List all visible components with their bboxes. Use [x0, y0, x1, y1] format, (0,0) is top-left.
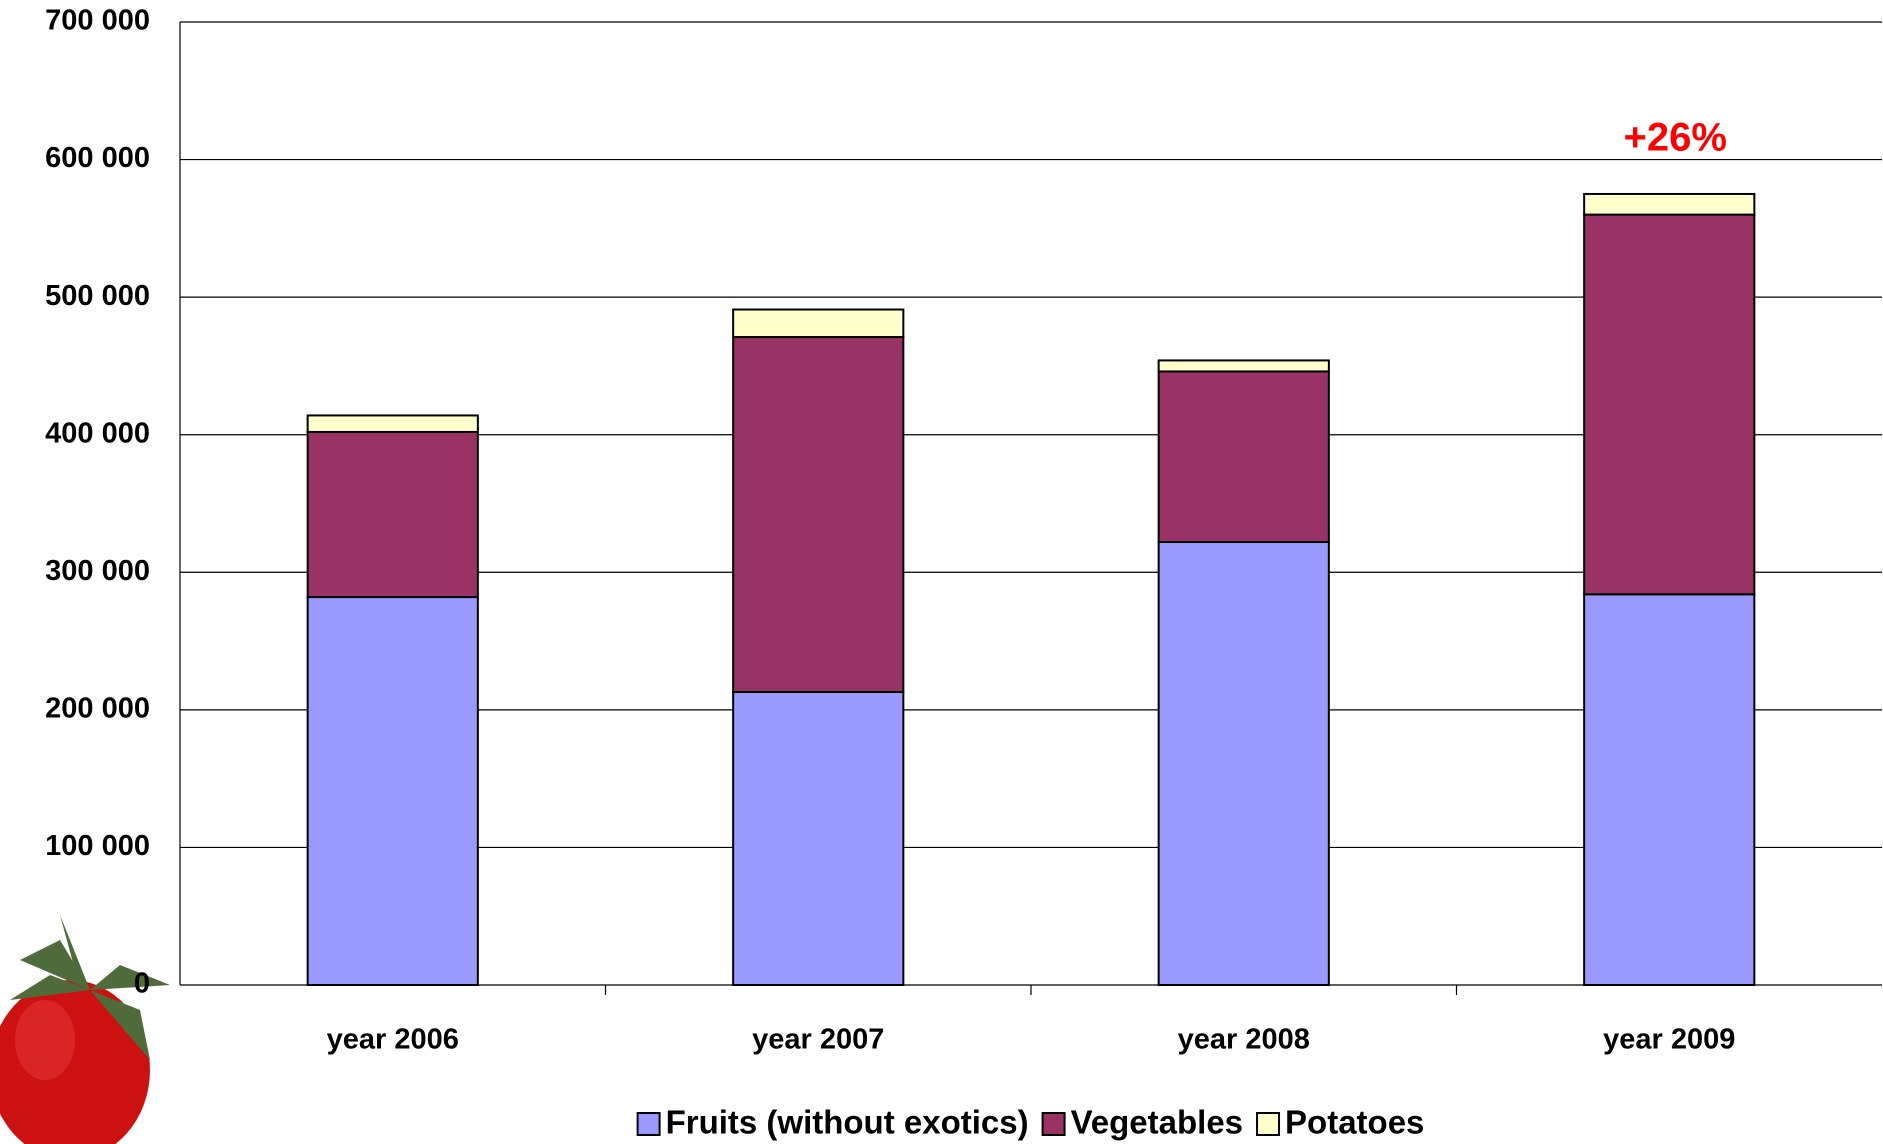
x-tick-label: year 2009 — [1603, 1024, 1735, 1056]
bar-segment — [306, 596, 479, 986]
bar-segment — [1157, 541, 1330, 987]
bar-segment — [1583, 213, 1756, 596]
legend-swatch — [1256, 1112, 1281, 1136]
y-tick-label: 600 000 — [45, 142, 150, 174]
bar-segment — [1157, 359, 1330, 373]
bar-segment — [732, 690, 905, 986]
bar-segment — [732, 308, 905, 339]
x-tick-label: year 2007 — [752, 1024, 884, 1056]
bar-segment — [1583, 192, 1756, 216]
legend-swatch — [1041, 1112, 1066, 1136]
y-tick-label: 500 000 — [45, 280, 150, 312]
legend-label: Vegetables — [1071, 1104, 1243, 1141]
y-tick-label: 700 000 — [45, 5, 150, 37]
bar-segment — [1583, 593, 1756, 986]
bar-segment — [306, 414, 479, 433]
y-tick-label: 400 000 — [45, 417, 150, 449]
strawberry-leaves — [10, 915, 170, 1060]
strawberry-highlight — [15, 1000, 75, 1080]
bar-segment — [306, 430, 479, 599]
y-tick-label: 300 000 — [45, 555, 150, 587]
y-tick-label: 200 000 — [45, 693, 150, 725]
bar-segment — [1157, 370, 1330, 544]
y-tick-label: 100 000 — [45, 830, 150, 862]
y-tick-label: 0 — [134, 968, 150, 1000]
annotation: +26% — [1624, 116, 1727, 160]
legend-label: Potatoes — [1285, 1104, 1424, 1141]
strawberry-decoration — [0, 915, 170, 1144]
x-tick-label: year 2006 — [327, 1024, 459, 1056]
legend: Fruits (without exotics) Vegetables Potato… — [636, 1104, 1424, 1141]
legend-swatch — [636, 1112, 661, 1136]
bar-segment — [732, 336, 905, 693]
legend-label: Fruits (without exotics) — [666, 1104, 1029, 1141]
x-tick-label: year 2008 — [1178, 1024, 1310, 1056]
